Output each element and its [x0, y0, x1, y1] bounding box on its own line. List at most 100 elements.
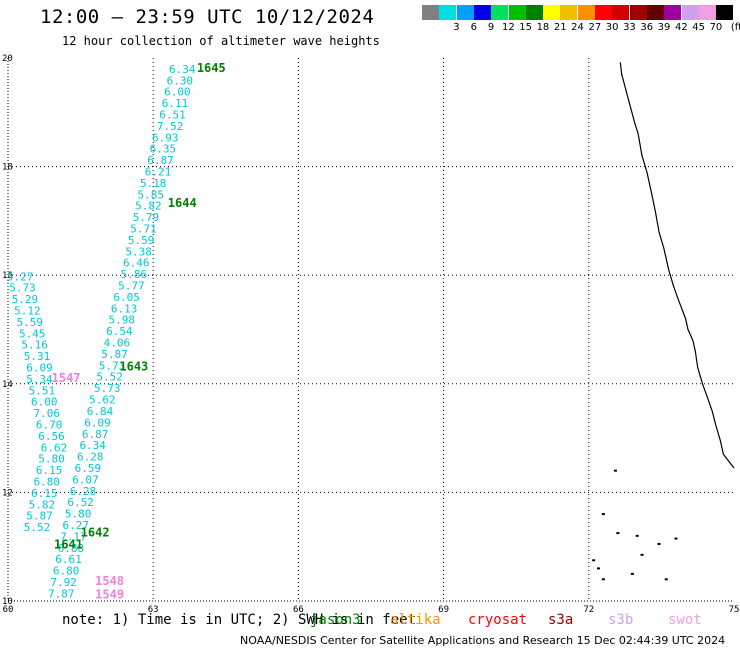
scale-swatch: [525, 5, 543, 20]
x-tick-label: 69: [438, 605, 449, 615]
wave-height-value: 6.80: [33, 476, 60, 489]
scale-swatch: [456, 5, 474, 20]
wave-height-value: 6.05: [113, 291, 140, 304]
wave-height-value: 6.51: [159, 108, 186, 121]
wave-height-value: 5.98: [108, 314, 135, 327]
wave-height-value: 6.00: [31, 396, 58, 409]
wave-height-value: 7.06: [33, 407, 60, 420]
island-mark: [616, 532, 620, 535]
wave-height-value: 6.13: [111, 302, 138, 315]
y-tick-label: 14: [2, 380, 13, 390]
swot-pass-label: 1547: [52, 371, 81, 385]
wave-height-value: 6.34: [169, 63, 196, 76]
wave-height-value: 6.30: [167, 74, 194, 87]
wave-height-value: 5.82: [29, 498, 56, 511]
wave-height-value: 6.93: [152, 131, 179, 144]
mission-label-cryosat: cryosat: [468, 612, 528, 628]
footnote: note: 1) Time is in UTC; 2) SWH is in fe…: [62, 612, 417, 628]
scale-label: 6: [470, 22, 477, 33]
chart-subtitle: 12 hour collection of altimeter wave hei…: [62, 34, 380, 48]
wave-height-value: 6.56: [38, 430, 65, 443]
wave-height-value: 5.82: [135, 200, 162, 213]
scale-swatch: [491, 5, 509, 20]
wave-height-value: 7.87: [48, 587, 75, 600]
wave-height-value: 6.87: [147, 154, 174, 167]
credit-line: NOAA/NESDIS Center for Satellite Applica…: [240, 634, 726, 647]
mission-label-s3b: s3b: [608, 612, 634, 628]
wave-height-value: 5.87: [101, 348, 128, 361]
wave-height-value: 6.46: [123, 257, 150, 270]
island-mark: [674, 537, 678, 540]
pass-number-label: 1644: [168, 196, 197, 210]
wave-height-value: 6.88: [58, 542, 85, 555]
island-mark: [630, 572, 634, 575]
wave-height-value: 6.15: [31, 487, 58, 500]
scale-swatch: [473, 5, 491, 20]
island-mark: [664, 578, 668, 581]
wave-height-value: 5.59: [128, 234, 155, 247]
pass-number-label: 1643: [119, 359, 148, 373]
y-tick-label: 20: [2, 54, 13, 64]
chart-title: 12:00 – 23:59 UTC 10/12/2024: [40, 6, 375, 28]
wave-height-value: 6.59: [75, 462, 102, 475]
wave-height-value: 5.79: [133, 211, 160, 224]
wave-height-value: 7.17: [60, 530, 87, 543]
pass-number-label: 1642: [81, 526, 110, 540]
wave-height-value: 5.73: [99, 359, 126, 372]
wave-height-value: 6.80: [53, 565, 80, 578]
x-tick-label: 66: [293, 605, 304, 615]
scale-label: 18: [536, 22, 550, 33]
scale-swatch: [664, 5, 682, 20]
island-mark: [596, 567, 600, 570]
scale-label: 39: [657, 22, 671, 33]
wave-height-value: 6.28: [77, 451, 104, 464]
coastline: [619, 62, 735, 469]
wave-height-value: 6.52: [67, 496, 94, 509]
pass-number-label: 1641: [54, 538, 83, 552]
scale-swatch: [439, 5, 457, 20]
wave-height-value: 5.29: [12, 293, 39, 306]
mission-label-swot: swot: [668, 612, 702, 628]
scale-label: 24: [571, 22, 584, 33]
scale-label: 15: [519, 22, 532, 33]
scale-label: 9: [487, 22, 495, 33]
y-tick-label: 12: [2, 488, 13, 498]
scale-label: 33: [623, 22, 636, 33]
wave-height-value: 5.45: [19, 327, 46, 340]
scale-label: 45: [692, 22, 705, 33]
scale-swatch: [612, 5, 630, 20]
scale-swatch: [422, 5, 439, 20]
swot-pass-label: 1549: [95, 587, 124, 601]
scale-unit-label: (ft): [730, 22, 740, 33]
scale-swatch: [543, 5, 561, 20]
wave-height-value: 5.18: [140, 177, 167, 190]
wave-height-value: 5.85: [138, 188, 165, 201]
wave-height-value: 5.73: [9, 282, 36, 295]
swot-pass-label: 1548: [95, 574, 124, 588]
island-mark: [601, 513, 605, 516]
x-tick-label: 72: [583, 605, 594, 615]
wave-height-value: 4.06: [104, 337, 131, 350]
wave-height-value: 5.80: [38, 453, 65, 466]
mission-label-jason3: jason3: [310, 612, 361, 628]
scale-label: 21: [553, 22, 567, 33]
wave-height-value: 5.34: [26, 373, 53, 386]
scale-label: 3: [453, 22, 460, 33]
wave-height-value: 5.51: [29, 384, 56, 397]
scale-swatch: [698, 5, 716, 20]
wave-height-value: 6.00: [164, 86, 191, 99]
wave-height-value: 5.52: [96, 371, 123, 384]
wave-height-value: 5.27: [7, 270, 34, 283]
y-tick-label: 10: [2, 597, 13, 607]
wave-height-value: 6.28: [70, 485, 97, 498]
y-tick-label: 18: [2, 163, 13, 173]
wave-height-value: 6.21: [145, 165, 172, 178]
wave-height-value: 6.09: [26, 362, 53, 375]
wave-height-value: 6.11: [162, 97, 189, 110]
island-mark: [613, 469, 617, 472]
scale-label: 70: [709, 22, 723, 33]
scale-label: 30: [605, 22, 619, 33]
x-tick-label: 75: [729, 605, 740, 615]
scale-label: 27: [588, 22, 602, 33]
